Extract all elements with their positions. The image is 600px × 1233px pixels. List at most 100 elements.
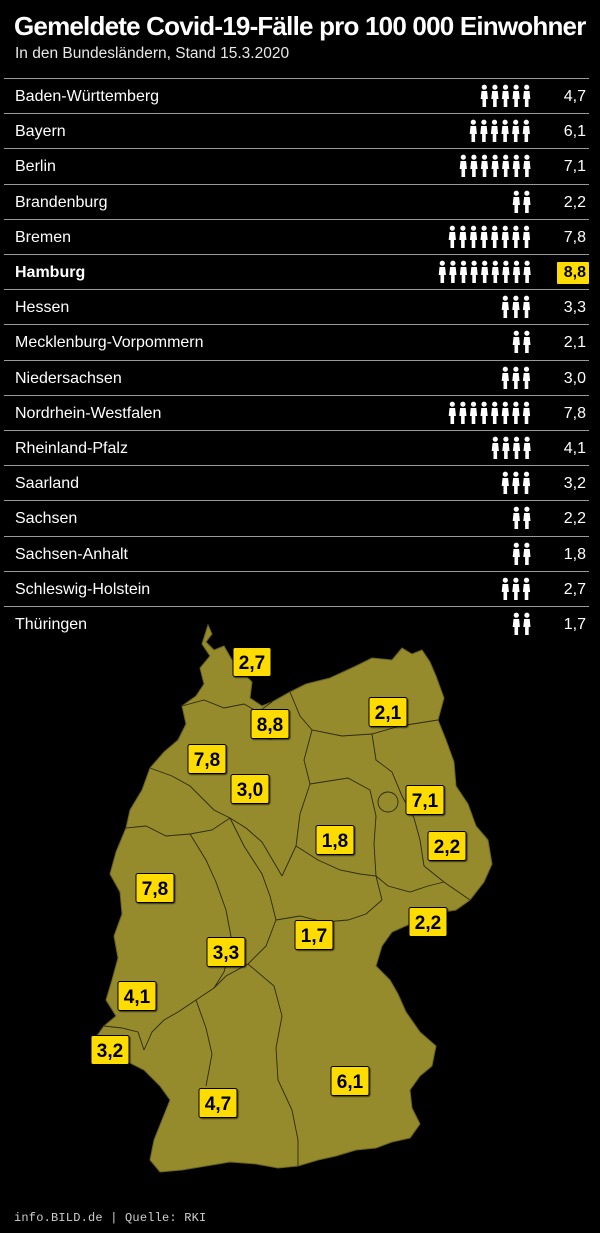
person-silhouette-icon: [470, 260, 478, 283]
person-silhouette-icon: [491, 154, 499, 178]
person-silhouette-icon: [512, 436, 520, 459]
person-silhouette-icon: [523, 401, 531, 424]
map-label-text: 2,7: [239, 653, 265, 674]
map-label-text: 4,1: [124, 987, 151, 1008]
person-silhouette-icon: [470, 119, 478, 143]
person-silhouette-icon: [470, 225, 478, 248]
row-divider: [4, 254, 589, 255]
state-name: Baden-Württemberg: [15, 88, 160, 105]
person-silhouette-icon: [501, 154, 510, 178]
row-divider: [4, 289, 589, 291]
person-silhouette-icon: [448, 401, 457, 424]
state-value: 4,1: [563, 440, 586, 457]
germany-map: 4,7 6,1 7,1 2,2 7,8 8,8 3,3 2,1 3,0 7,8 4,1 3,2 2,2 1…: [90, 623, 493, 1173]
map-label: 1,8: [315, 825, 355, 855]
state-value: 2,7: [563, 580, 586, 598]
state-name: Sachsen-Anhalt: [15, 545, 128, 563]
state-value: 4,7: [563, 88, 586, 105]
person-silhouette-icon: [491, 260, 499, 283]
person-icons: [512, 542, 531, 565]
chart-title: Gemeldete Covid-19-Fälle pro 100 000 Ein…: [14, 11, 586, 41]
row-divider: [4, 606, 589, 607]
state-value: 3,2: [563, 475, 586, 493]
map-label: 3,3: [206, 937, 246, 967]
person-icons: [501, 295, 531, 319]
state-name: Saarland: [15, 475, 80, 493]
map-label-text: 3,0: [237, 780, 263, 801]
row-divider: [4, 465, 589, 467]
person-silhouette-icon: [523, 366, 531, 389]
state-value: 8,8: [557, 262, 589, 284]
table-row: Berlin 7,1: [0, 148, 600, 183]
map-label: 4,7: [198, 1088, 238, 1118]
person-silhouette-icon: [523, 84, 531, 107]
state-name: Hamburg: [15, 264, 86, 281]
state-name: Niedersachsen: [15, 369, 122, 387]
map-label: 7,8: [187, 744, 227, 774]
state-value: 6,1: [563, 123, 586, 141]
person-icons: [459, 154, 531, 178]
map-label: 8,8: [250, 709, 290, 739]
state-name: Sachsen: [15, 510, 78, 528]
map-label: 7,8: [135, 873, 175, 903]
person-icons: [470, 119, 531, 143]
state-value: 1,7: [563, 616, 586, 633]
person-icons: [491, 436, 531, 459]
person-silhouette-icon: [512, 119, 520, 143]
person-silhouette-icon: [480, 260, 488, 283]
map-label: 1,7: [294, 920, 334, 950]
state-name: Bayern: [15, 123, 66, 141]
person-silhouette-icon: [501, 225, 510, 248]
table-row: Sachsen 2,2: [0, 500, 600, 535]
person-silhouette-icon: [501, 401, 510, 424]
person-silhouette-icon: [523, 295, 531, 319]
row-divider: [4, 183, 589, 185]
person-silhouette-icon: [512, 295, 520, 319]
person-silhouette-icon: [512, 401, 520, 424]
person-silhouette-icon: [512, 612, 520, 635]
person-silhouette-icon: [501, 436, 510, 459]
state-value: 3,0: [563, 369, 586, 387]
person-silhouette-icon: [491, 225, 499, 248]
person-silhouette-icon: [501, 84, 510, 107]
table-row: Rheinland-Pfalz 4,1: [0, 430, 600, 465]
table-row: Baden-Württemberg 4,7: [0, 78, 600, 113]
person-silhouette-icon: [480, 154, 488, 178]
state-name: Schleswig-Holstein: [15, 580, 151, 598]
row-divider: [4, 78, 589, 79]
person-silhouette-icon: [491, 436, 499, 459]
map-label-text: 2,2: [434, 837, 460, 858]
person-silhouette-icon: [470, 401, 478, 424]
person-silhouette-icon: [523, 260, 531, 283]
state-name: Hessen: [15, 299, 70, 317]
person-silhouette-icon: [501, 295, 510, 319]
person-silhouette-icon: [459, 401, 467, 424]
state-value: 7,8: [563, 228, 586, 246]
person-silhouette-icon: [523, 471, 531, 495]
map-label: 4,1: [117, 981, 157, 1011]
row-divider: [4, 570, 589, 572]
state-value: 3,3: [563, 299, 586, 317]
person-silhouette-icon: [491, 84, 499, 107]
map-label: 6,1: [330, 1066, 370, 1096]
map-label-text: 1,7: [301, 926, 327, 947]
person-silhouette-icon: [512, 330, 520, 354]
person-silhouette-icon: [491, 119, 499, 143]
map-label: 7,1: [405, 785, 445, 815]
map-label-text: 7,1: [412, 791, 439, 812]
person-icons: [512, 506, 531, 530]
state-value: 1,8: [563, 545, 586, 563]
map-label-text: 2,2: [415, 913, 441, 934]
person-icons: [448, 401, 531, 424]
person-icons: [501, 471, 531, 495]
table-row: Bayern 6,1: [0, 113, 600, 148]
person-silhouette-icon: [523, 577, 531, 600]
person-icons: [438, 260, 531, 283]
person-silhouette-icon: [523, 542, 531, 565]
person-silhouette-icon: [512, 471, 520, 495]
state-name: Thüringen: [15, 616, 88, 633]
map-label-text: 7,8: [194, 750, 220, 771]
source-footer: info.BILD.de | Quelle: RKI: [14, 1211, 207, 1225]
row-divider: [4, 324, 589, 326]
person-silhouette-icon: [501, 119, 510, 143]
